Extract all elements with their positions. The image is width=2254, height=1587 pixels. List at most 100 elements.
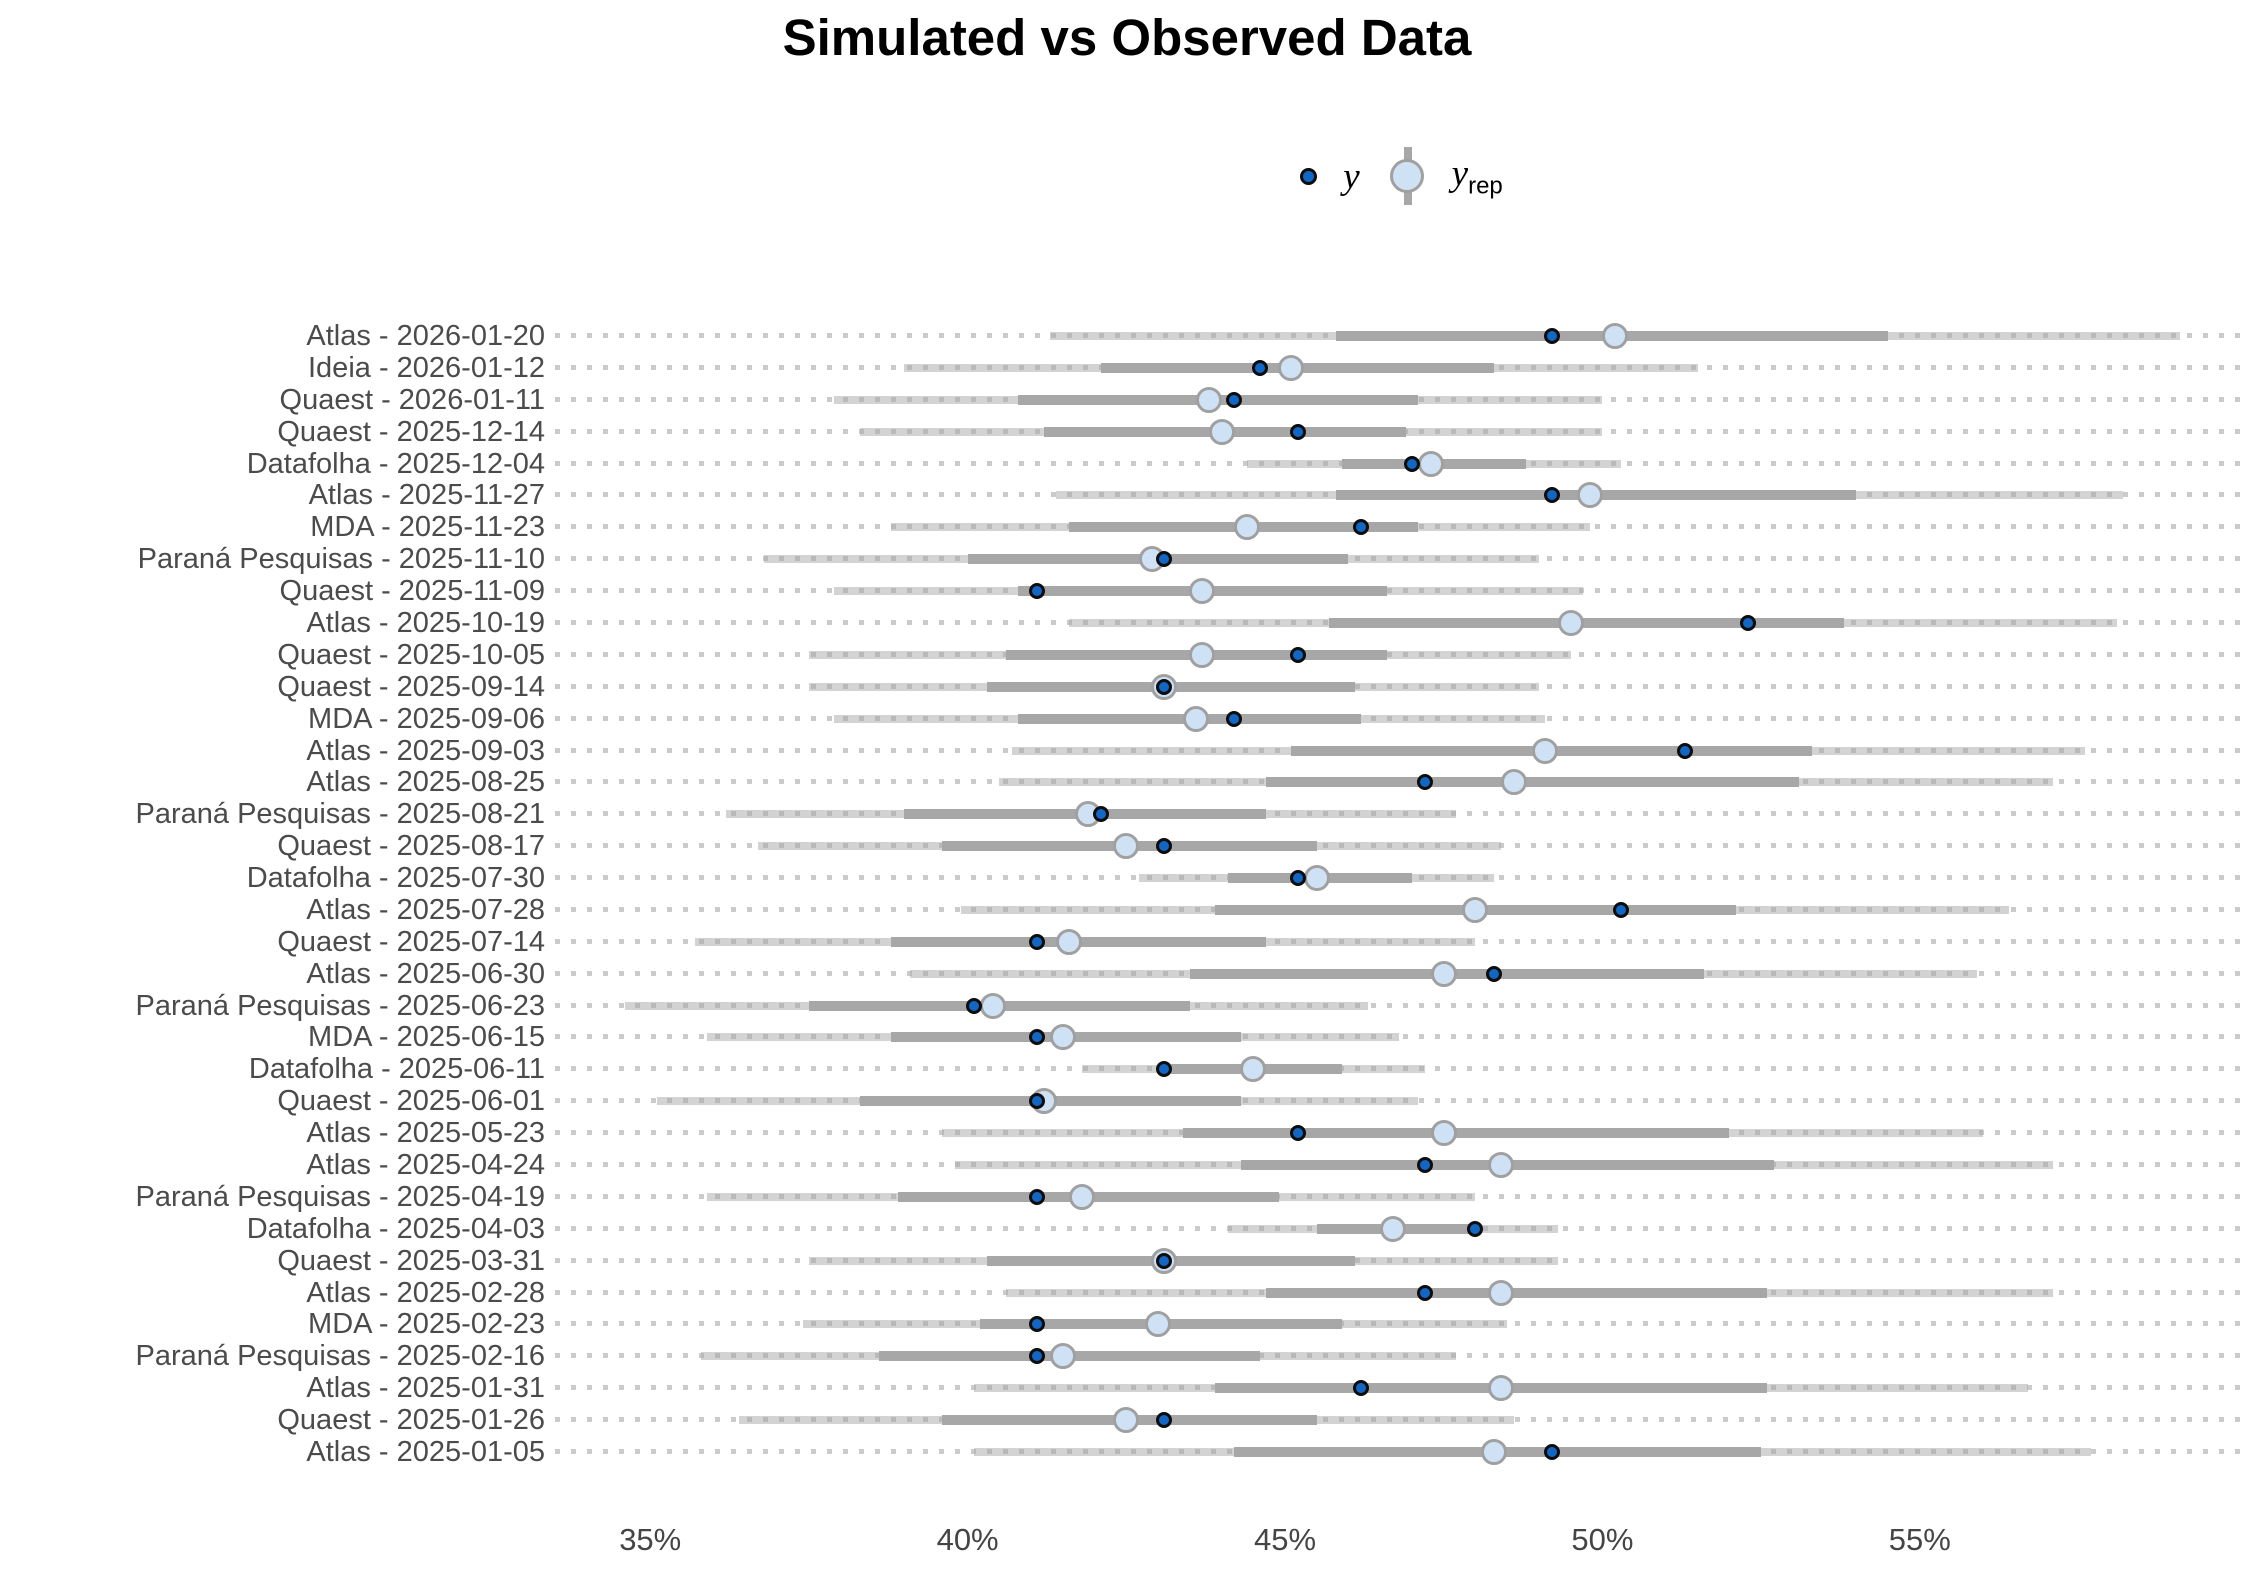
interval-row [555,1436,2248,1468]
y-axis-label: Paraná Pesquisas - 2025-04-19 [135,1180,545,1213]
y-marker [1156,1252,1173,1269]
interval-row [555,448,2248,480]
y-marker [1251,359,1268,376]
yrep-marker [1462,896,1489,923]
yrep-marker [1233,514,1260,541]
y-axis-label: Paraná Pesquisas - 2025-08-21 [135,798,545,831]
interval-row [555,1404,2248,1436]
legend-label-yrep-base: y [1451,152,1469,194]
y-axis-label: Atlas - 2025-01-31 [306,1372,545,1405]
y-marker [1029,1029,1046,1046]
y-marker [1289,1125,1306,1142]
yrep-marker [980,992,1006,1019]
interval-row [555,607,2248,639]
interval-row [555,1053,2248,1085]
y-axis-label: Quaest - 2025-10-05 [277,638,545,671]
y-marker [965,997,982,1014]
yrep-marker [1500,769,1527,796]
y-marker [1226,391,1243,408]
yrep-marker [1487,1152,1514,1179]
legend-item-yrep: yrep [1389,147,1503,205]
y-axis-label: Quaest - 2026-01-11 [279,383,545,416]
interval-row [555,479,2248,511]
x-tick-label: 55% [1888,1522,1951,1557]
interval-row [555,416,2248,448]
yrep-marker [1379,1215,1406,1242]
interval-row [555,990,2248,1022]
interval-row [555,671,2248,703]
yrep-marker-icon [1389,147,1426,205]
y-marker [1156,678,1173,695]
y-axis-label: Datafolha - 2025-06-11 [248,1053,545,1086]
interval-row [555,511,2248,543]
y-marker [1029,583,1046,600]
yrep-marker [1145,1311,1172,1338]
x-tick-label: 45% [1253,1522,1317,1557]
interval-row [555,1213,2248,1245]
y-marker [1289,646,1306,663]
interval-row [555,384,2248,416]
y-axis-label: Datafolha - 2025-12-04 [246,447,545,480]
yrep-marker [1278,354,1305,381]
y-axis-label: MDA - 2025-02-23 [308,1308,545,1341]
x-tick-label: 50% [1571,1522,1634,1557]
yrep-marker [1487,1375,1514,1402]
interval-row [555,766,2248,798]
y-marker [1353,519,1370,536]
y-axis-label: MDA - 2025-09-06 [308,702,545,735]
y-marker [1029,933,1046,950]
x-tick-label: 40% [936,1522,999,1557]
y-axis-label: Atlas - 2025-02-28 [306,1276,545,1309]
y-axis-label: Paraná Pesquisas - 2025-11-10 [137,543,545,576]
y-axis-label: Paraná Pesquisas - 2025-02-16 [135,1340,545,1373]
y-marker [1740,614,1757,631]
yrep-marker [1049,1024,1076,1051]
inner-interval [1265,777,1800,788]
y-axis-label: Quaest - 2025-11-09 [279,575,545,608]
y-axis-label: Atlas - 2025-07-28 [306,893,545,926]
interval-row [555,352,2248,384]
y-axis-label: Ideia - 2026-01-12 [308,351,545,384]
legend-label-y: y [1343,155,1360,197]
legend-label-yrep: yrep [1452,152,1503,200]
interval-row [555,894,2248,926]
interval-row [555,1372,2248,1404]
interval-row [555,1021,2248,1053]
yrep-marker [1576,482,1603,509]
y-marker [1029,1316,1046,1333]
interval-row [555,1340,2248,1372]
yrep-marker [1151,1247,1178,1274]
interval-row [555,1308,2248,1340]
y-axis-label: Atlas - 2025-01-05 [306,1436,545,1468]
y-marker [1416,1157,1433,1174]
y-marker [1676,742,1693,759]
y-axis-label: Atlas - 2025-10-19 [306,606,545,639]
y-axis-label: Atlas - 2025-05-23 [306,1117,545,1150]
y-marker [1543,487,1560,504]
yrep-marker [1303,865,1330,892]
y-axis-label: Quaest - 2025-12-14 [277,415,545,448]
inner-interval [1265,1287,1768,1298]
y-axis-label: Atlas - 2025-11-27 [308,479,545,512]
chart-title: Simulated vs Observed Data [782,9,1472,66]
interval-row [555,1117,2248,1149]
interval-row [555,543,2248,575]
y-axis-label: MDA - 2025-11-23 [310,511,545,544]
interval-row [555,1277,2248,1309]
yrep-marker [1208,418,1235,445]
y-axis-label: Atlas - 2025-06-30 [306,957,545,990]
yrep-marker [1481,1439,1508,1465]
y-axis-label: Quaest - 2025-06-01 [277,1085,545,1118]
legend-label-yrep-sub: rep [1468,172,1503,200]
yrep-marker [1430,1120,1457,1147]
y-marker [1486,965,1503,982]
y-axis-label: Datafolha - 2025-07-30 [246,862,545,895]
interval-row [555,575,2248,607]
interval-row [555,798,2248,830]
yrep-marker [1068,1183,1095,1210]
yrep-marker [1151,673,1178,700]
yrep-marker [1430,960,1457,987]
y-axis-label: Quaest - 2025-03-31 [277,1244,545,1277]
y-marker [1029,1188,1046,1205]
y-marker [1543,1444,1560,1460]
